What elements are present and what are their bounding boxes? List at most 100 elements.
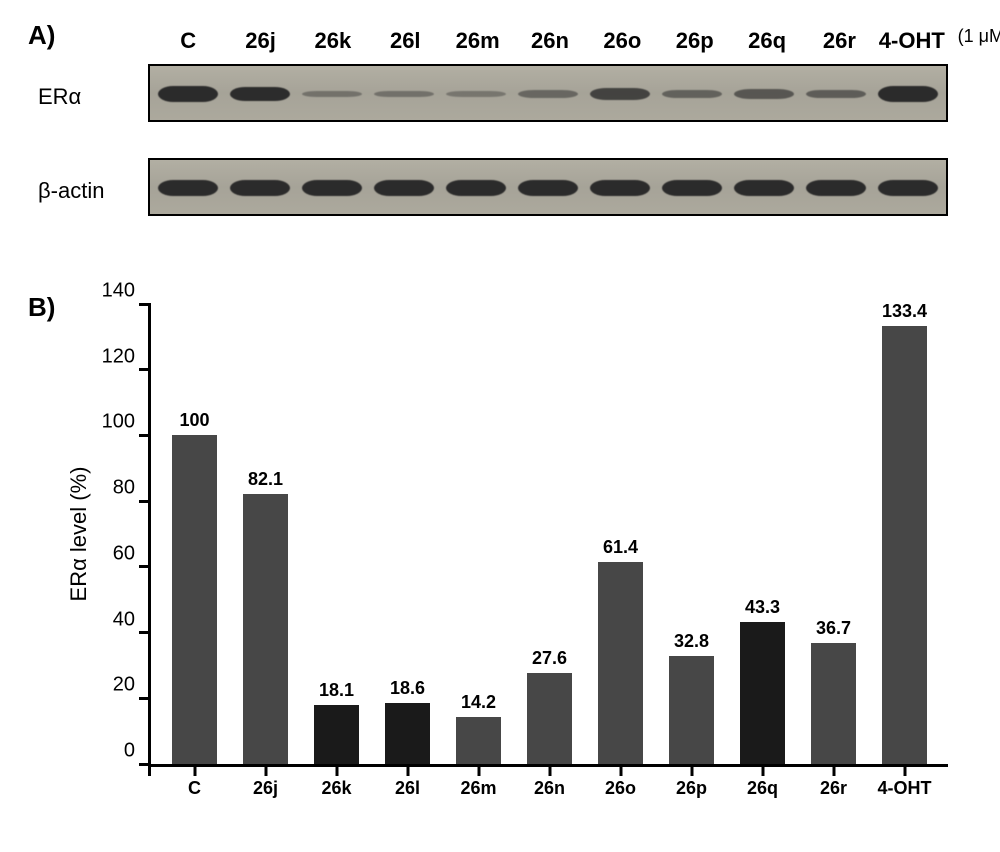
blot-lane bbox=[728, 160, 800, 214]
bar: 18.6 bbox=[385, 703, 429, 764]
y-tick-label: 80 bbox=[113, 477, 135, 500]
blot-lane bbox=[368, 66, 440, 120]
blot-lane bbox=[368, 160, 440, 214]
lane-header: 26p bbox=[659, 28, 731, 54]
blot-lane bbox=[872, 66, 944, 120]
bar-slot: 18.126k bbox=[301, 304, 372, 764]
bar-slot: 36.726r bbox=[798, 304, 869, 764]
lane-headers: C26j26k26l26m26n26o26p26q26r4-OHT bbox=[148, 20, 948, 54]
blot-lane bbox=[224, 66, 296, 120]
blot-band bbox=[878, 86, 939, 102]
blot-band bbox=[806, 90, 867, 98]
blot-lane bbox=[296, 160, 368, 214]
blot-band bbox=[518, 90, 579, 97]
plot-area: ERα level (%) 100C82.126j18.126k18.626l1… bbox=[148, 304, 948, 767]
x-tick bbox=[193, 764, 196, 776]
blot-band bbox=[374, 180, 435, 196]
y-tick bbox=[139, 763, 151, 766]
bar: 100 bbox=[172, 435, 216, 764]
x-tick bbox=[335, 764, 338, 776]
panel-a-label: A) bbox=[28, 20, 55, 51]
bar-slot: 18.626l bbox=[372, 304, 443, 764]
y-tick-label: 140 bbox=[102, 280, 135, 303]
lane-header: 26q bbox=[731, 28, 803, 54]
x-tick bbox=[619, 764, 622, 776]
x-tick bbox=[406, 764, 409, 776]
x-tick bbox=[690, 764, 693, 776]
panel-b: B) ERα level (%) 100C82.126j18.126k18.62… bbox=[20, 292, 980, 832]
blot-lane bbox=[800, 160, 872, 214]
blot-band bbox=[734, 180, 795, 196]
row-label-actin: β-actin bbox=[38, 178, 104, 204]
blot-band bbox=[806, 180, 867, 196]
x-tick bbox=[761, 764, 764, 776]
bar-slot: 100C bbox=[159, 304, 230, 764]
bar: 82.1 bbox=[243, 494, 287, 764]
blot-lane bbox=[800, 66, 872, 120]
y-tick-label: 0 bbox=[124, 740, 135, 763]
bar-value-label: 18.1 bbox=[319, 680, 354, 701]
x-tick bbox=[832, 764, 835, 776]
blot-band bbox=[158, 86, 219, 102]
y-axis-title: ERα level (%) bbox=[66, 467, 92, 602]
y-tick bbox=[139, 631, 151, 634]
x-tick-label: 26o bbox=[605, 778, 636, 799]
lane-header: 26r bbox=[803, 28, 875, 54]
blot-lane bbox=[296, 66, 368, 120]
x-tick bbox=[477, 764, 480, 776]
blot-lane bbox=[656, 160, 728, 214]
y-tick-label: 120 bbox=[102, 345, 135, 368]
bar-slot: 61.426o bbox=[585, 304, 656, 764]
y-tick-label: 20 bbox=[113, 674, 135, 697]
blot-lane bbox=[656, 66, 728, 120]
bar: 14.2 bbox=[456, 717, 500, 764]
blot-lane bbox=[584, 160, 656, 214]
x-tick bbox=[264, 764, 267, 776]
lane-header: 26n bbox=[514, 28, 586, 54]
x-tick-label: 26j bbox=[253, 778, 278, 799]
blot-band bbox=[302, 91, 363, 97]
bar-chart: ERα level (%) 100C82.126j18.126k18.626l1… bbox=[148, 304, 948, 767]
lane-header: 26l bbox=[369, 28, 441, 54]
figure: A) (1 μM) C26j26k26l26m26n26o26p26q26r4-… bbox=[20, 20, 980, 832]
x-tick-label: 4-OHT bbox=[878, 778, 932, 799]
bar: 36.7 bbox=[811, 643, 855, 764]
bars-container: 100C82.126j18.126k18.626l14.226m27.626n6… bbox=[151, 304, 948, 764]
panel-a: A) (1 μM) C26j26k26l26m26n26o26p26q26r4-… bbox=[20, 20, 980, 280]
y-tick-label: 100 bbox=[102, 411, 135, 434]
blot-lane bbox=[224, 160, 296, 214]
blot-lane bbox=[872, 160, 944, 214]
x-tick-label: 26n bbox=[534, 778, 565, 799]
blot-lane bbox=[512, 160, 584, 214]
lane-header: C bbox=[152, 28, 224, 54]
bar-value-label: 27.6 bbox=[532, 648, 567, 669]
blot-lane bbox=[728, 66, 800, 120]
y-tick bbox=[139, 434, 151, 437]
blot-lane bbox=[152, 66, 224, 120]
bar-slot: 14.226m bbox=[443, 304, 514, 764]
axis-tick bbox=[148, 764, 151, 776]
blot-band bbox=[374, 91, 435, 97]
blot-band bbox=[662, 180, 723, 196]
blot-band bbox=[230, 180, 291, 196]
blot-band bbox=[518, 180, 579, 196]
blot-lane bbox=[440, 66, 512, 120]
blot-band bbox=[158, 180, 219, 196]
x-tick-label: 26k bbox=[321, 778, 351, 799]
blot-lane bbox=[584, 66, 656, 120]
bar: 61.4 bbox=[598, 562, 642, 764]
bar-value-label: 100 bbox=[179, 410, 209, 431]
bar-value-label: 14.2 bbox=[461, 692, 496, 713]
bar-value-label: 82.1 bbox=[248, 469, 283, 490]
x-tick-label: 26l bbox=[395, 778, 420, 799]
bar-value-label: 133.4 bbox=[882, 301, 927, 322]
blot-band bbox=[446, 180, 507, 196]
bar: 18.1 bbox=[314, 705, 358, 764]
y-tick-label: 60 bbox=[113, 542, 135, 565]
blot-area: (1 μM) C26j26k26l26m26n26o26p26q26r4-OHT bbox=[148, 20, 948, 216]
row-label-era: ERα bbox=[38, 84, 81, 110]
bar-value-label: 32.8 bbox=[674, 631, 709, 652]
x-tick bbox=[548, 764, 551, 776]
lane-header: 26m bbox=[441, 28, 513, 54]
concentration-label: (1 μM) bbox=[958, 26, 1000, 47]
